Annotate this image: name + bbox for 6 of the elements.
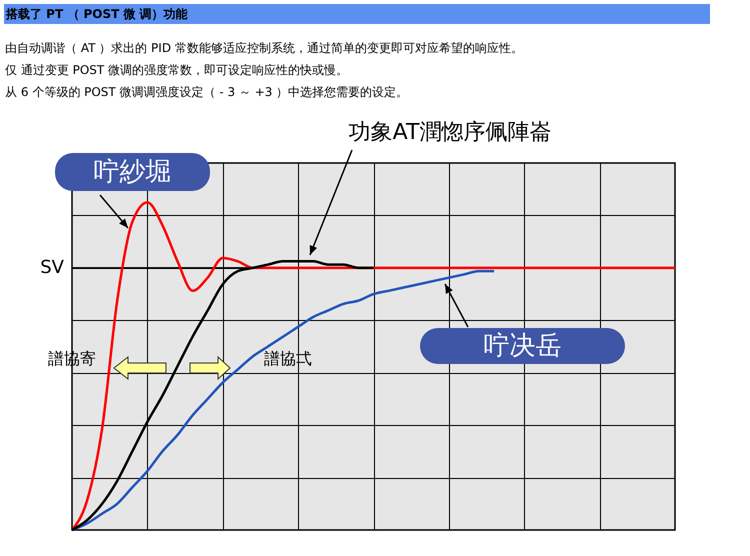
text: 功象AT潤惚序佩陣崙 (348, 119, 552, 147)
text: 从 6 个等级的 POST 微调调强度设定（ - 3 ～ +3 ）中选择您需要的设定。 (5, 84, 408, 101)
text: 仅 通过变更 POST 微调的强度常数，即可设定响应性的快或慢。 (5, 62, 348, 79)
chart-title: 搭载了 PT （ POST 微 调）功能 (4, 4, 710, 24)
text: 由自动调谐（ AT ）求出的 PID 常数能够适应控制系统，通过简单的变更即可对应希望的响应性。 (5, 40, 523, 57)
ref-line-label: SV (40, 256, 65, 278)
